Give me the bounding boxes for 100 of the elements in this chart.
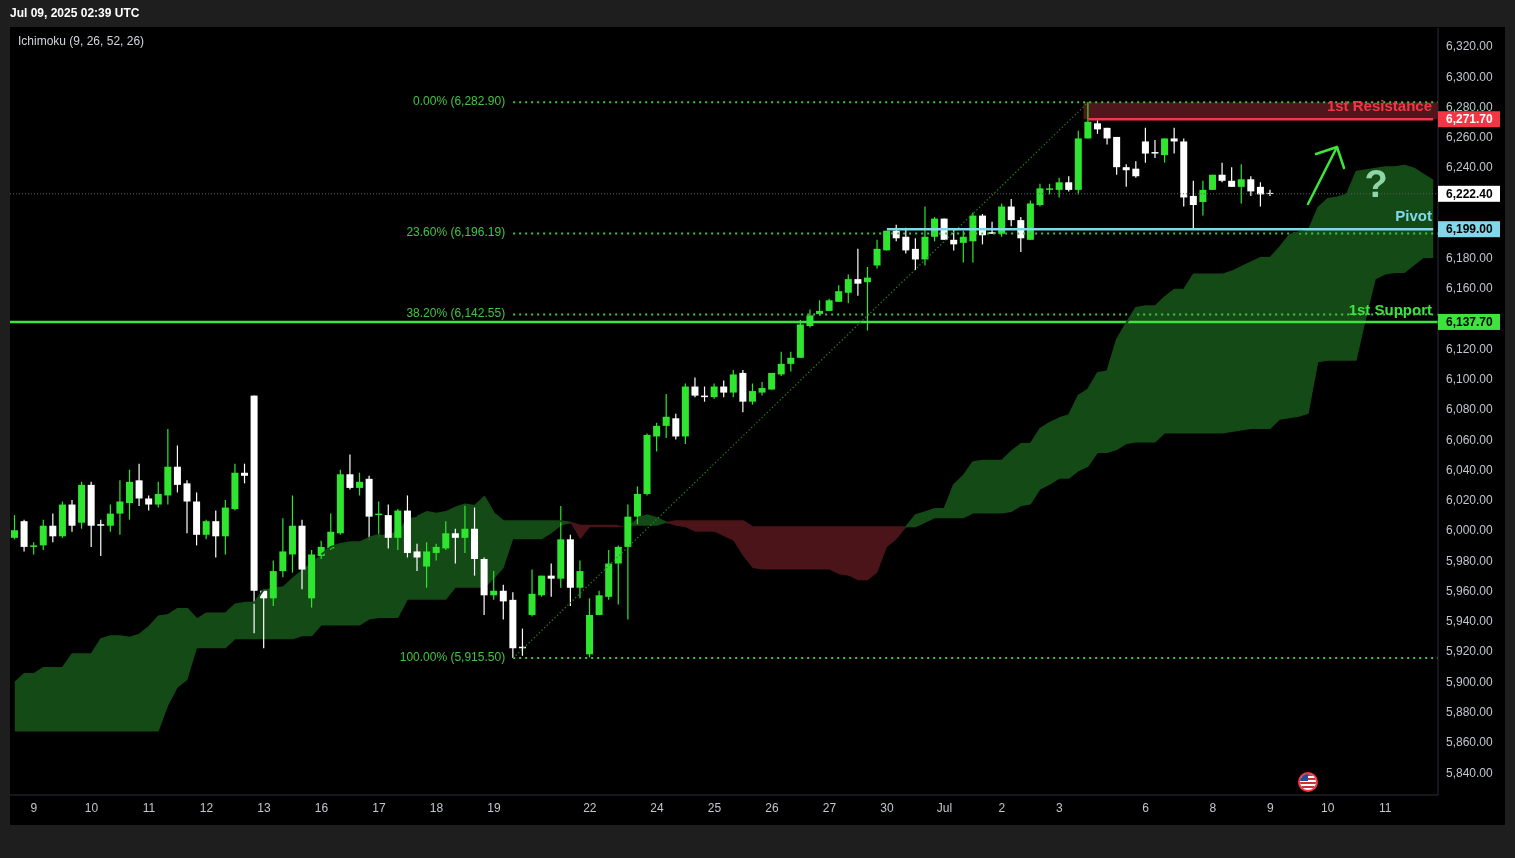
y-tick-label: 5,880.00 bbox=[1446, 704, 1494, 719]
candlestick bbox=[135, 463, 143, 507]
text: Ichimoku (9, 26, 52, 26) bbox=[18, 34, 145, 49]
candlestick bbox=[183, 479, 191, 534]
y-tick-label: 6,137.70 bbox=[1446, 315, 1494, 330]
series-label: 1st Resistance bbox=[1326, 97, 1432, 115]
candlestick bbox=[241, 463, 249, 484]
y-tick-label: 6,040.00 bbox=[1446, 462, 1494, 477]
x-tick-label: 18 bbox=[429, 800, 444, 815]
candlestick bbox=[662, 393, 670, 439]
y-tick-label: 6,100.00 bbox=[1446, 372, 1494, 387]
y-tick-label: 6,240.00 bbox=[1446, 160, 1494, 175]
candlestick bbox=[461, 503, 469, 554]
candlestick bbox=[844, 273, 852, 304]
ref-line-label: 100.00% (5,915.50) bbox=[399, 649, 506, 664]
candlestick bbox=[1036, 183, 1044, 208]
candlestick bbox=[68, 499, 76, 533]
y-tick-label: 6,271.70 bbox=[1446, 112, 1494, 127]
candlestick bbox=[356, 472, 364, 497]
candlestick bbox=[633, 485, 641, 525]
candlestick bbox=[873, 239, 881, 270]
y-tick-label: 6,300.00 bbox=[1446, 69, 1494, 84]
x-tick-label: 19 bbox=[487, 800, 501, 815]
candlestick bbox=[921, 205, 929, 267]
candlestick bbox=[1218, 162, 1226, 183]
candlestick bbox=[384, 503, 392, 550]
candlestick bbox=[97, 519, 105, 557]
candlestick bbox=[442, 520, 450, 551]
candlestick bbox=[787, 351, 795, 373]
candlestick bbox=[173, 444, 181, 494]
candlestick bbox=[423, 541, 431, 589]
candlestick bbox=[1237, 163, 1245, 205]
candlestick bbox=[212, 509, 220, 559]
candlestick bbox=[39, 519, 47, 551]
candlestick bbox=[451, 528, 459, 565]
x-tick-label: 9 bbox=[30, 800, 38, 815]
chart-title: Jul 09, 2025 02:39 UTC bbox=[10, 6, 140, 21]
series-label: Pivot bbox=[1395, 207, 1432, 225]
candlestick bbox=[1122, 163, 1130, 188]
ref-line-label: 38.20% (6,142.55) bbox=[406, 306, 506, 321]
candlestick bbox=[1084, 101, 1092, 140]
y-tick-label: 6,180.00 bbox=[1446, 251, 1494, 266]
annotation: ? bbox=[1364, 163, 1388, 205]
candlestick bbox=[279, 517, 287, 578]
candlestick bbox=[1141, 127, 1149, 164]
candlestick bbox=[1170, 127, 1178, 155]
x-tick-label: 10 bbox=[1321, 800, 1335, 815]
candlestick bbox=[499, 584, 507, 621]
x-tick-label: 2 bbox=[998, 800, 1006, 815]
x-tick-label: 25 bbox=[707, 800, 722, 815]
y-tick-label: 5,960.00 bbox=[1446, 583, 1494, 598]
candlestick bbox=[106, 503, 114, 533]
candlestick bbox=[154, 481, 162, 509]
x-tick-label: 27 bbox=[822, 800, 837, 815]
x-tick-label: 8 bbox=[1209, 800, 1217, 815]
ref-line-label: 23.60% (6,196.19) bbox=[406, 225, 506, 240]
candlestick bbox=[854, 248, 862, 297]
candlestick bbox=[672, 413, 680, 441]
ref-line-label: 1st Support bbox=[1348, 300, 1432, 318]
x-tick-label: Jul bbox=[936, 800, 953, 815]
candlestick bbox=[1055, 177, 1063, 199]
x-tick-label: 24 bbox=[650, 800, 664, 815]
candlestick bbox=[49, 513, 57, 543]
candlestick bbox=[576, 559, 584, 599]
y-tick-label: 5,940.00 bbox=[1446, 614, 1494, 629]
y-tick-label: 5,860.00 bbox=[1446, 735, 1494, 750]
y-tick-label: 6,320.00 bbox=[1446, 39, 1494, 54]
candlestick bbox=[614, 544, 622, 605]
y-tick-label: 6,199.00 bbox=[1446, 222, 1494, 237]
candlestick bbox=[126, 469, 134, 521]
candlestick bbox=[959, 230, 967, 264]
candlestick bbox=[758, 381, 766, 397]
candlestick bbox=[902, 227, 910, 255]
y-tick-label: 6,222.40 bbox=[1446, 187, 1494, 202]
x-tick-label: 11 bbox=[142, 800, 156, 815]
candlestick bbox=[777, 351, 785, 377]
candlestick bbox=[911, 237, 919, 271]
candlestick bbox=[413, 543, 421, 572]
x-tick-label: 11 bbox=[1379, 800, 1392, 815]
y-tick-label: 6,120.00 bbox=[1446, 341, 1494, 356]
x-tick-label: 3 bbox=[1056, 800, 1064, 815]
y-tick-label: 6,080.00 bbox=[1446, 402, 1494, 417]
x-tick-label: 30 bbox=[880, 800, 894, 815]
x-tick-label: 12 bbox=[199, 800, 214, 815]
y-tick-label: 6,060.00 bbox=[1446, 432, 1494, 447]
candlestick bbox=[691, 376, 699, 398]
candlestick bbox=[528, 568, 536, 618]
candlestick bbox=[11, 514, 18, 540]
y-tick-label: 6,160.00 bbox=[1446, 281, 1494, 296]
candlestick bbox=[1151, 139, 1159, 159]
candlestick bbox=[1228, 166, 1236, 188]
candlestick bbox=[1007, 198, 1015, 227]
candlestick bbox=[1199, 180, 1207, 217]
x-tick-label: 26 bbox=[765, 800, 779, 815]
candlestick bbox=[1161, 137, 1169, 164]
y-tick-label: 5,900.00 bbox=[1446, 674, 1494, 689]
candlestick bbox=[595, 590, 603, 616]
x-tick-label: 16 bbox=[314, 800, 329, 815]
x-tick-label: 6 bbox=[1142, 800, 1150, 815]
x-tick-label: 17 bbox=[372, 800, 386, 815]
